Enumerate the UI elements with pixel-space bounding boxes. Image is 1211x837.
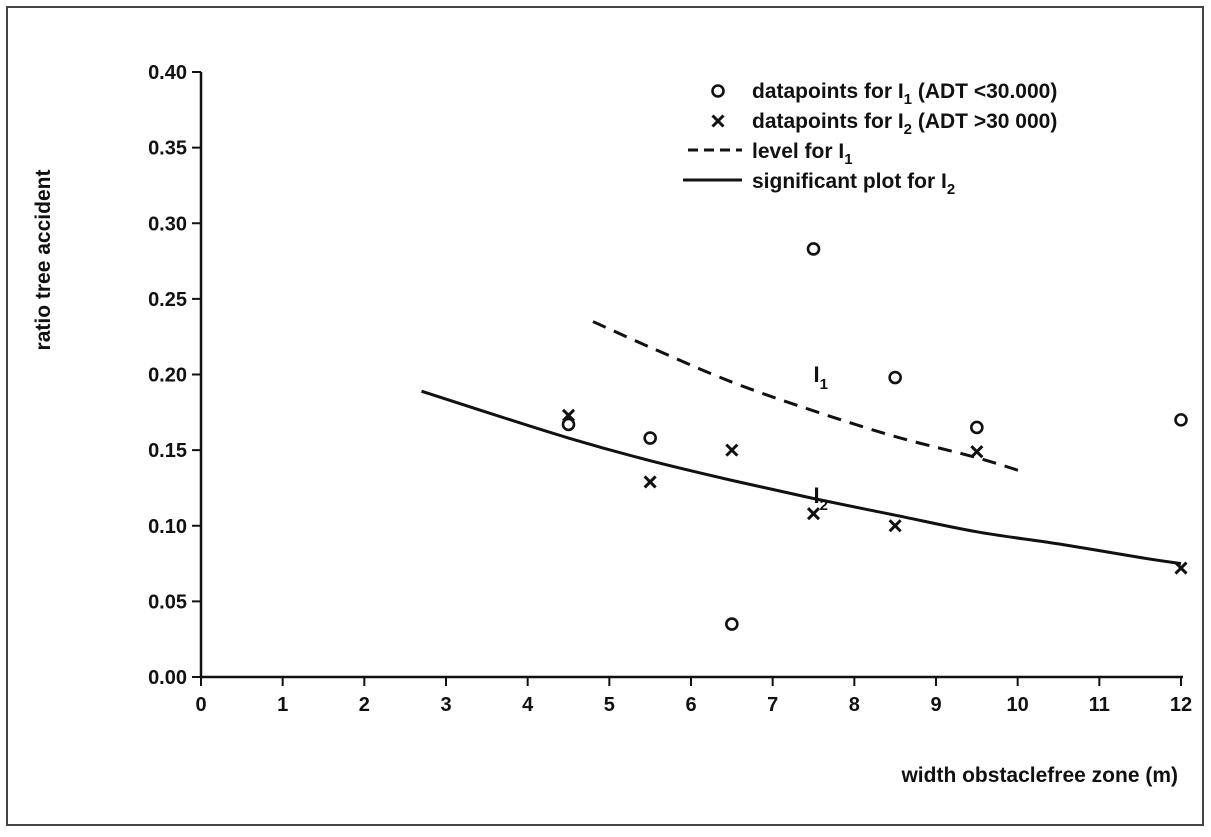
y-tick-label: 0.30 (148, 213, 187, 235)
curves (421, 320, 1182, 566)
legend-item: datapoints for I2 (ADT >30 000) (711, 110, 1057, 138)
x-tick-label: 4 (522, 694, 534, 716)
curve-label: I2 (814, 483, 828, 514)
cross-stroke (806, 507, 821, 521)
x-tick-label: 2 (359, 694, 370, 716)
legend-label: datapoints for I2 (ADT >30 000) (752, 110, 1057, 138)
y-tick-label: 0.00 (148, 667, 187, 689)
y-tick-label: 0.15 (148, 440, 187, 462)
point-cross (888, 519, 902, 533)
y-tick-label: 0.40 (148, 62, 187, 84)
cross-stroke (970, 445, 984, 459)
point-circle (970, 420, 984, 435)
y-tick-label: 0.35 (148, 138, 187, 160)
cross-stroke (725, 443, 739, 457)
point-cross (1174, 561, 1188, 575)
x-axis-title: width obstaclefree zone (m) (900, 764, 1178, 787)
point-circle (806, 242, 821, 256)
legend-item: significant plot for I2 (683, 170, 955, 198)
x-axis-ticks: 0 1 2 3 4 5 6 7 8 9 10 11 12 (195, 677, 1192, 716)
legend-cross-marker (711, 114, 725, 128)
x-tick-label: 10 (1007, 694, 1029, 716)
x-tick-label: 11 (1089, 694, 1110, 716)
point-cross (806, 507, 821, 521)
x-tick-label: 7 (767, 694, 778, 716)
x-tick-label: 3 (440, 694, 451, 716)
x-tick-label: 0 (195, 694, 206, 716)
legend: datapoints for I1 (ADT <30.000)datapoint… (683, 80, 1057, 198)
figure-frame (6, 6, 1204, 826)
point-cross (561, 408, 576, 422)
legend-circle-marker (711, 84, 725, 98)
point-cross (643, 475, 657, 489)
x-tick-label: 8 (849, 694, 860, 716)
y-tick-label: 0.10 (148, 516, 187, 538)
x-tick-label: 9 (930, 694, 941, 716)
cross-stroke (1174, 561, 1188, 575)
x-tick-label: 1 (277, 694, 288, 716)
legend-label: level for I1 (752, 140, 853, 168)
legend-label: datapoints for I1 (ADT <30.000) (752, 80, 1057, 108)
y-axis-ticks: 0.00 0.05 0.10 0.15 0.20 0.25 0.30 0.35 0.40 (148, 62, 201, 689)
legend-item: level for I1 (688, 140, 853, 168)
point-circle (643, 431, 657, 445)
y-tick-label: 0.25 (148, 289, 187, 311)
data-points (561, 242, 1188, 631)
point-circle (888, 370, 902, 385)
curve-label: I1 (814, 362, 828, 393)
x-tick-label: 12 (1170, 694, 1192, 716)
point-circle (1174, 413, 1188, 427)
cross-stroke (711, 114, 725, 128)
y-tick-label: 0.20 (148, 365, 187, 387)
axes (199, 72, 1183, 679)
point-cross (970, 445, 984, 459)
point-circle (725, 617, 739, 631)
cross-stroke (643, 475, 657, 489)
y-tick-label: 0.05 (148, 591, 187, 613)
legend-label: significant plot for I2 (752, 170, 955, 198)
cross-stroke (561, 408, 576, 422)
curve-I2-solid (421, 389, 1182, 566)
x-tick-label: 5 (604, 694, 615, 716)
curve-labels: I1 I2 (814, 362, 828, 514)
legend-item: datapoints for I1 (ADT <30.000) (711, 80, 1057, 108)
curve-I1-dashed (592, 320, 1027, 475)
point-circle (561, 417, 576, 432)
cross-stroke (888, 519, 902, 533)
y-axis-title: ratio tree accident (32, 170, 55, 351)
point-cross (725, 443, 739, 457)
x-tick-label: 6 (685, 694, 696, 716)
